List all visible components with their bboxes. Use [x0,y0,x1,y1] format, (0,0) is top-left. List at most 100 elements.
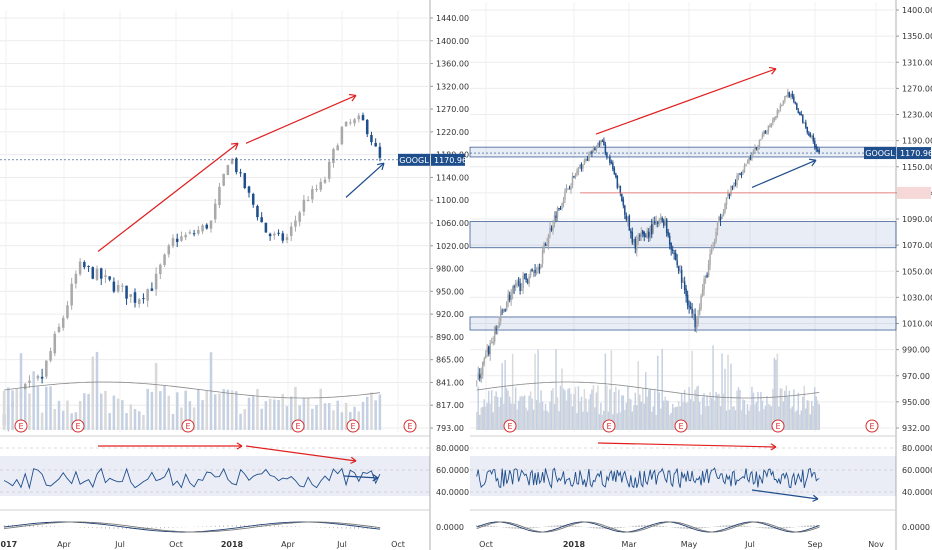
right-chart-volume-bar [728,409,731,430]
left-chart-osc-tick-label: 80.0000 [436,444,469,453]
right-chart-price-tick-label: 1030.00 [902,293,932,302]
right-chart-candle-body [550,228,553,230]
right-chart-volume-bar [594,407,596,430]
right-chart-volume-ma-line [476,381,820,399]
right-chart-volume-bar [625,402,628,430]
right-chart-volume-bar [510,403,512,430]
left-chart-volume-bar [78,400,82,430]
right-chart-volume-bar [776,353,779,430]
right-chart-candle-body [495,328,497,330]
left-chart-candle-body [78,261,82,275]
left-chart-x-tick-label: Oct [391,540,405,549]
left-chart-volume-bar [175,392,179,430]
right-chart-volume-bar [577,386,580,430]
right-chart-candle-body [588,153,590,162]
right-chart-candle-body [591,151,593,154]
right-chart-earnings-marker [771,419,785,433]
right-chart-volume-bar [520,395,523,430]
right-chart-candle-body [577,167,580,173]
right-chart-candle-body [796,103,798,110]
right-chart-volume-bar [562,388,565,430]
right-chart-candle-body [631,231,634,243]
right-chart-candle-body [580,164,583,170]
left-chart-candle-body [332,149,335,163]
right-chart-volume-bar [495,391,497,430]
right-chart-volume-bar [650,411,653,430]
right-chart-candle-body [748,158,750,163]
right-chart-volume-bar [796,410,798,430]
left-chart-volume-bar [239,413,242,430]
right-chart-volume-bar [785,385,788,430]
right-chart-volume-bar [707,405,710,430]
left-chart-earnings-label: E [350,422,355,431]
right-chart-candle-body [636,241,638,251]
left-chart-candle-body [163,254,166,266]
right-chart-candle-body [758,140,761,148]
right-chart-volume-bar [553,403,556,430]
left-chart-volume-bar [11,390,14,430]
right-chart-candle-body [492,341,494,344]
right-chart-volume-bar [565,400,568,430]
right-chart-candle-body [637,236,640,242]
right-chart-candle-body [610,161,613,164]
left-chart-x-tick-label: 2017 [0,540,17,549]
right-chart-volume-bar [570,393,572,430]
right-chart-volume-bar [670,412,672,430]
right-chart-candle-body [809,133,812,138]
left-chart-osc-trend-line [245,445,357,462]
left-chart-price-tick-label: 1270.00 [436,105,469,114]
left-chart-macd-tick-label: 0.0000 [436,523,464,532]
right-chart-candle-body [639,235,641,237]
right-chart-volume-bar [624,410,626,430]
right-chart-volume-bar [715,392,717,430]
right-chart-volume-bar [580,396,583,430]
right-chart-volume-bar [799,414,801,430]
right-chart-candle-body [710,250,713,254]
left-chart-volume-bar [332,410,335,430]
left-chart-candle-body [104,275,107,278]
right-chart-candle-body [746,162,749,164]
right-chart-volume-bar [531,398,533,430]
left-chart-candle-body [349,122,352,124]
right-chart-volume-bar [775,359,777,430]
right-chart-price-area [470,2,896,432]
left-chart-volume-bar [281,393,285,430]
right-chart-volume-bar [772,388,774,430]
right-chart-volume-bar [634,392,637,430]
left-chart-volume-bar [112,395,116,430]
left-chart-volume-bar [378,394,382,430]
left-chart-candle-body [146,289,149,301]
right-chart-candle-body [481,362,484,375]
right-chart-candle-body [582,164,584,169]
right-chart-candle-body [606,153,608,158]
right-chart-candle-body [793,96,795,102]
right-chart-volume-bar [492,412,494,430]
right-chart-volume-bar [761,400,764,430]
left-chart-x-tick-label: Jul [336,540,347,549]
right-chart-candle-body [628,215,631,231]
left-chart-volume-bar [230,390,234,430]
right-chart-osc-tick-label: 80.0000 [902,444,932,453]
left-chart-candle-body [45,360,48,377]
right-chart-candle-body [489,343,491,355]
right-chart-candle-body [561,203,563,209]
right-chart-volume-bar [504,359,506,430]
right-chart-candle-body [665,219,668,233]
left-chart-volume-bar [99,393,103,430]
right-chart-candle-body [531,269,533,272]
left-chart-candle-body [378,146,382,158]
right-chart-volume-bar [573,394,575,430]
right-chart-volume-bar [631,411,634,430]
left-chart-candle-body [235,158,238,173]
right-chart-volume-bar [483,399,485,430]
right-chart-candle-body [507,294,509,302]
right-chart-candle-body [573,176,575,178]
right-chart-candle-body [658,219,660,223]
left-chart-candle-body [129,294,133,297]
right-chart-volume-bar [790,408,792,430]
right-chart-volume-bar [748,410,750,430]
right-chart-volume-bar [481,406,484,430]
left-chart-candle-body [53,333,57,354]
right-chart-earnings-marker [865,419,879,433]
right-chart-volume-bar [597,385,599,430]
